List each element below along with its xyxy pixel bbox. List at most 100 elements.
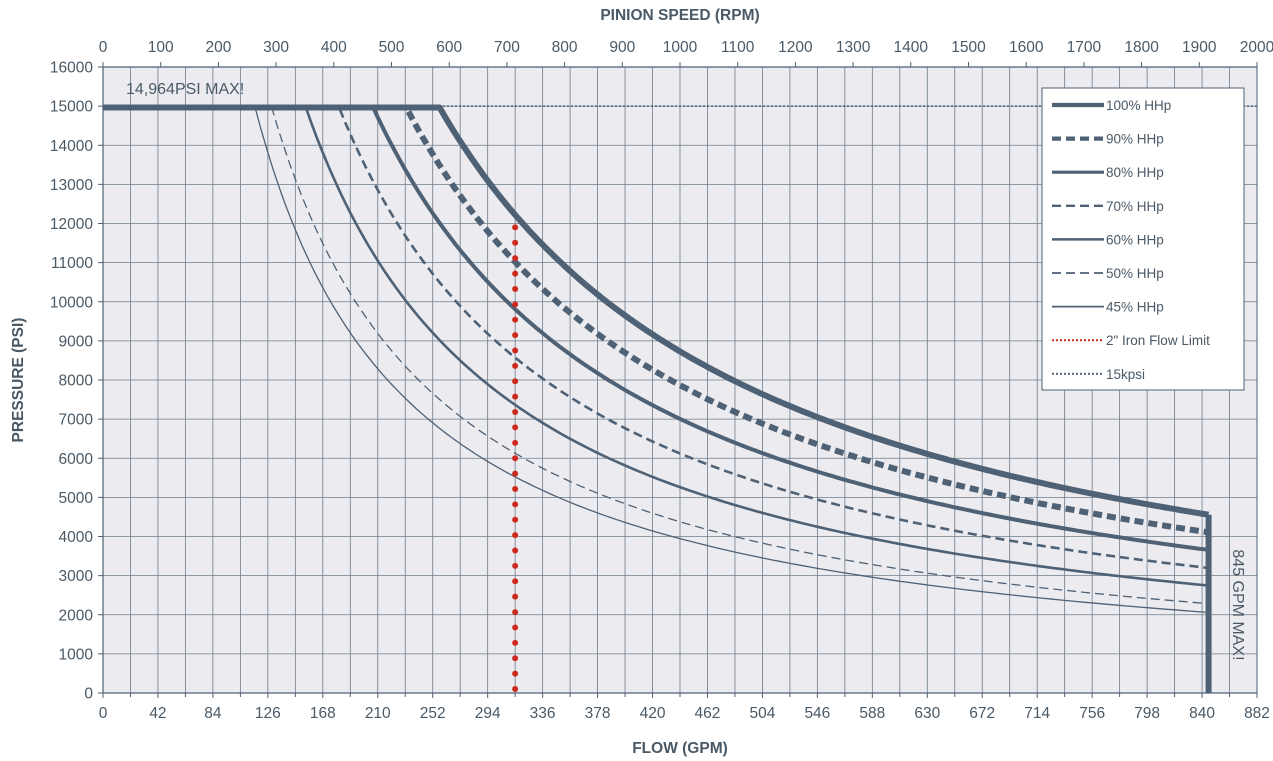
y-tick-label: 15000 (50, 99, 93, 116)
iron-flow-limit-dot (512, 532, 519, 539)
x-tick-label: 42 (149, 705, 166, 722)
x-tick-label: 294 (475, 705, 501, 722)
x-tick-label: 462 (695, 705, 721, 722)
iron-flow-limit-dot (512, 609, 519, 616)
top-x-tick-label: 400 (321, 39, 347, 56)
iron-flow-limit-dot (512, 224, 519, 231)
x-tick-label: 84 (204, 705, 222, 722)
y-tick-label: 3000 (59, 568, 94, 585)
x-tick-label: 798 (1134, 705, 1160, 722)
top-x-tick-label: 300 (263, 39, 289, 56)
iron-flow-limit-dot (512, 239, 519, 246)
y-tick-label: 2000 (59, 607, 94, 624)
top-x-tick-label: 0 (99, 39, 108, 56)
top-x-tick-label: 200 (205, 39, 231, 56)
legend-label: 90% HHp (1106, 132, 1164, 147)
top-x-tick-label: 1000 (663, 39, 698, 56)
top-x-axis-title: PINION SPEED (RPM) (600, 7, 759, 24)
iron-flow-limit-dot (512, 624, 519, 631)
top-x-tick-label: 100 (148, 39, 174, 56)
x-tick-label: 0 (99, 705, 108, 722)
top-x-tick-label: 1700 (1067, 39, 1102, 56)
x-tick-label: 420 (640, 705, 666, 722)
x-tick-label: 840 (1189, 705, 1215, 722)
top-x-tick-label: 1600 (1009, 39, 1044, 56)
iron-flow-limit-dot (512, 285, 519, 292)
x-tick-label: 714 (1024, 705, 1050, 722)
series-line-45-hhp (103, 106, 1209, 614)
y-tick-label: 14000 (50, 138, 93, 155)
top-x-tick-label: 700 (494, 39, 520, 56)
top-x-tick-label: 1300 (836, 39, 871, 56)
x-tick-label: 168 (310, 705, 336, 722)
top-x-tick-label: 1400 (894, 39, 929, 56)
y-tick-label: 13000 (50, 177, 93, 194)
series-layer (103, 104, 1212, 693)
y-tick-label: 1000 (59, 646, 94, 663)
legend-label: 80% HHp (1106, 165, 1164, 180)
top-x-tick-label: 1500 (951, 39, 986, 56)
top-x-tick-label: 1800 (1124, 39, 1159, 56)
max-flow-annotation: 845 GPM MAX! (1229, 549, 1246, 660)
x-tick-label: 588 (859, 705, 885, 722)
legend: 100% HHp 90% HHp 80% HHp 70% HHp 60% HHp 50% … (1041, 87, 1245, 391)
iron-flow-limit-dot (512, 470, 519, 477)
top-x-tick-label: 2000 (1240, 39, 1273, 56)
legend-label: 70% HHp (1106, 199, 1164, 214)
series-line-90-hhp (103, 104, 1210, 536)
x-tick-label: 252 (420, 705, 446, 722)
top-x-tick-label: 1900 (1182, 39, 1217, 56)
iron-flow-limit-dot (512, 455, 519, 462)
iron-flow-limit-dot (512, 485, 519, 492)
y-tick-label: 7000 (59, 412, 94, 429)
iron-flow-limit-dot (512, 562, 519, 569)
axes-layer (98, 62, 1258, 698)
y-tick-label: 9000 (59, 333, 94, 350)
iron-flow-limit-dot (512, 655, 519, 662)
iron-flow-limit-dot (512, 439, 519, 446)
iron-flow-limit-dot (512, 593, 519, 600)
x-tick-label: 210 (365, 705, 391, 722)
top-x-tick-label: 1200 (778, 39, 813, 56)
legend-label: 50% HHp (1106, 266, 1164, 281)
top-x-tick-label: 900 (609, 39, 635, 56)
series-line-80-hhp (103, 105, 1209, 552)
iron-flow-limit-dot (512, 332, 519, 339)
x-tick-label: 126 (255, 705, 281, 722)
top-x-tick-label: 800 (552, 39, 578, 56)
iron-flow-limit-dot (512, 639, 519, 646)
iron-flow-limit-dot (512, 255, 519, 262)
x-tick-label: 630 (914, 705, 940, 722)
series-line-50-hhp (103, 106, 1209, 605)
y-tick-label: 16000 (50, 60, 93, 77)
x-tick-label: 378 (585, 705, 611, 722)
iron-flow-limit-dot (512, 578, 519, 585)
x-tick-label: 672 (969, 705, 995, 722)
iron-flow-limit-dot (512, 362, 519, 369)
iron-flow-limit-dot (512, 424, 519, 431)
legend-label: 45% HHp (1106, 300, 1164, 315)
y-tick-label: 4000 (59, 529, 94, 546)
x-tick-label: 504 (749, 705, 775, 722)
iron-flow-limit-dot (512, 393, 519, 400)
y-tick-label: 8000 (59, 373, 94, 390)
y-tick-label: 6000 (59, 451, 94, 468)
x-tick-label: 546 (804, 705, 830, 722)
y-tick-label: 0 (84, 686, 93, 703)
iron-flow-limit-dot (512, 347, 519, 354)
tick-labels: 0 42 84 126 168 210 252 294 336 378 420 462 504 546 58… (50, 39, 1273, 722)
legend-label: 60% HHp (1106, 232, 1164, 247)
iron-flow-limit-dot (512, 378, 519, 385)
iron-flow-limit-dot (512, 316, 519, 323)
y-tick-label: 5000 (59, 490, 94, 507)
iron-flow-limit-dot (512, 670, 519, 677)
series-line-100-hhp (103, 104, 1210, 518)
y-tick-label: 12000 (50, 216, 93, 233)
legend-label: 2" Iron Flow Limit (1106, 333, 1210, 348)
iron-flow-limit-dot (512, 301, 519, 308)
iron-flow-limit-dot (512, 270, 519, 277)
top-x-tick-label: 500 (379, 39, 405, 56)
iron-flow-limit-dot (512, 409, 519, 416)
series-line-70-hhp (103, 106, 1209, 570)
